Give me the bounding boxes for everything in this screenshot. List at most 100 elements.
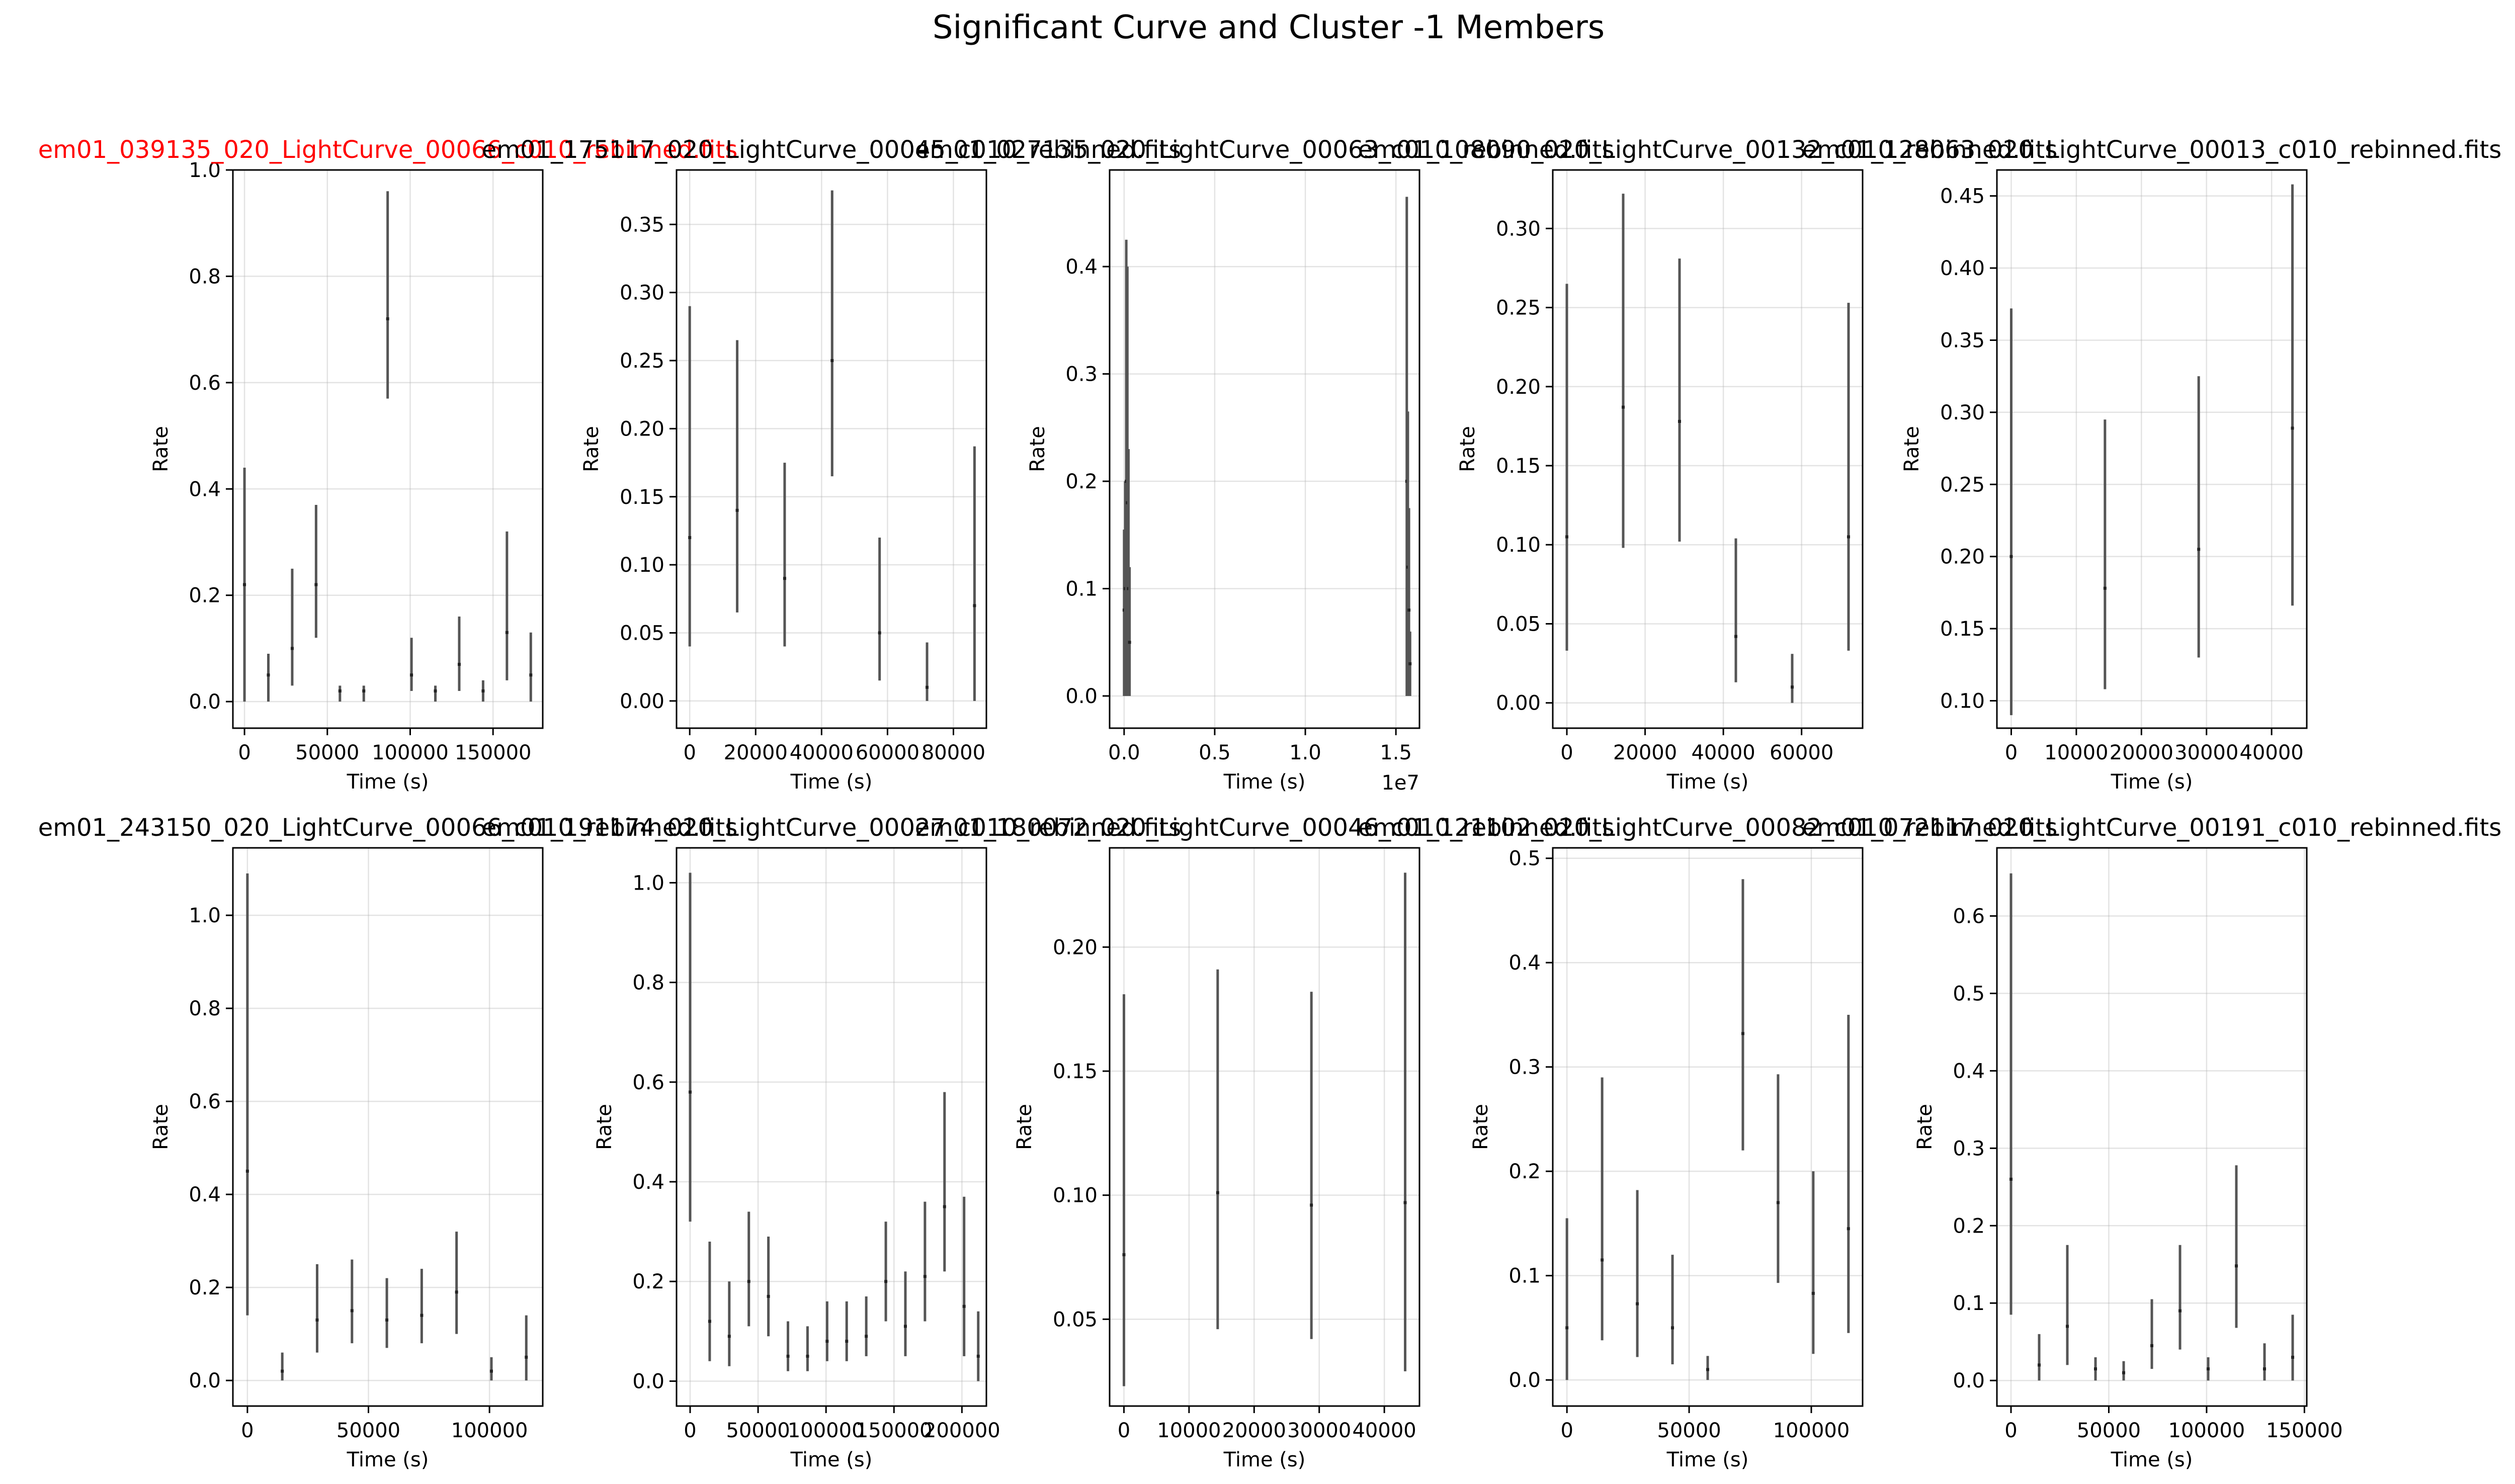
x-tick-label: 40000 xyxy=(1352,1419,1416,1442)
y-tick-label: 0.1 xyxy=(1953,1292,1985,1315)
y-tick-label: 0.4 xyxy=(632,1171,664,1194)
subplot-1: 0 50000 100000 150000 0.0 0.2 0.4 0.6 0.8 1.0 Time… xyxy=(38,136,738,794)
data-point xyxy=(1622,405,1625,409)
data-point xyxy=(2235,1264,2238,1268)
y-tick-label: 0.30 xyxy=(1496,217,1541,240)
y-axis-label: Rate xyxy=(1900,426,1923,472)
y-axis-label: Rate xyxy=(1456,426,1479,472)
axes-frame xyxy=(1996,847,2308,1407)
y-tick-label: 0.4 xyxy=(1065,255,1098,279)
y-tick-label: 0.20 xyxy=(1053,936,1098,959)
subplot-6: 0 50000 100000 0.0 0.2 0.4 0.6 0.8 1.0 Time (s) Ra… xyxy=(38,814,738,1471)
subplot-title: em01_108090_020_LightCurve_00132_c010_re… xyxy=(1358,136,2058,164)
data-point xyxy=(1122,1253,1126,1257)
data-point xyxy=(385,1318,389,1322)
y-tick-label: 1.0 xyxy=(189,904,221,927)
data-point xyxy=(767,1294,770,1298)
x-tick-label: 1.0 xyxy=(1289,741,1321,764)
subplot-10: 0 50000 100000 150000 0.0 0.1 0.2 0.3 0.4 0.5 0.6 T… xyxy=(1802,814,2502,1471)
y-tick-label: 0.3 xyxy=(1508,1056,1541,1079)
y-tick-label: 0.10 xyxy=(1053,1184,1098,1207)
y-tick-label: 0.6 xyxy=(189,1090,221,1113)
y-tick-label: 0.25 xyxy=(1496,297,1541,320)
data-point xyxy=(2197,548,2201,551)
y-tick-label: 0.4 xyxy=(1508,951,1541,975)
data-point xyxy=(2207,1367,2210,1371)
data-point xyxy=(973,604,976,607)
data-point xyxy=(1847,1227,1850,1231)
y-tick-label: 0.2 xyxy=(189,584,221,607)
x-tick-label: 100000 xyxy=(451,1419,528,1442)
data-point xyxy=(434,689,437,692)
data-point xyxy=(688,536,692,539)
y-tick-label: 0.35 xyxy=(1940,329,1985,352)
data-point xyxy=(1791,685,1794,689)
data-point xyxy=(903,1325,907,1328)
y-tick-label: 0.0 xyxy=(1953,1369,1985,1392)
y-tick-label: 0.2 xyxy=(1508,1160,1541,1183)
data-point xyxy=(2038,1363,2041,1367)
y-tick-label: 0.15 xyxy=(620,486,664,509)
data-point xyxy=(1601,1258,1604,1262)
y-tick-label: 0.15 xyxy=(1940,618,1985,641)
data-point xyxy=(362,689,366,692)
data-point xyxy=(1310,1203,1313,1207)
x-tick-label: 100000 xyxy=(2168,1419,2245,1442)
subplot-5: 0 10000 20000 30000 40000 0.10 0.15 0.20 0.25 0.3… xyxy=(1802,136,2502,794)
y-tick-label: 0.45 xyxy=(1940,185,1985,208)
subplot-2: 0 20000 40000 60000 80000 0.00 0.05 0.10 0.15 0.2… xyxy=(482,136,1182,794)
x-tick-label: 0.0 xyxy=(1108,741,1140,764)
data-point xyxy=(1128,641,1131,644)
axes-frame xyxy=(676,847,987,1407)
axes-frame xyxy=(1552,847,1864,1407)
data-point xyxy=(1403,1201,1407,1204)
data-point xyxy=(865,1335,868,1338)
data-point xyxy=(2178,1309,2182,1313)
data-point xyxy=(420,1314,424,1317)
subplot-8: 0 10000 20000 30000 400000.050.100.150.20Tim… xyxy=(915,814,1615,1471)
x-tick-label: 150000 xyxy=(2266,1419,2343,1442)
x-tick-label: 40000 xyxy=(2239,741,2303,764)
x-tick-label: 1.5 xyxy=(1380,741,1412,764)
data-point xyxy=(505,631,509,634)
data-point xyxy=(2291,426,2294,430)
subplot-9: 0 50000 100000 0.0 0.1 0.2 0.3 0.4 0.5 Time (s) Ra… xyxy=(1358,814,2058,1471)
data-point xyxy=(2066,1325,2069,1328)
x-tick-label: 0 xyxy=(2004,1419,2017,1442)
y-tick-label: 0.2 xyxy=(189,1276,221,1299)
x-tick-label: 60000 xyxy=(1770,741,1833,764)
x-tick-label: 10000 xyxy=(2044,741,2108,764)
y-tick-label: 0.30 xyxy=(620,282,664,305)
y-tick-label: 0.3 xyxy=(1065,363,1098,386)
y-tick-label: 0.20 xyxy=(1940,546,1985,569)
data-point xyxy=(806,1354,809,1358)
x-tick-label: 100000 xyxy=(788,1419,865,1442)
data-point xyxy=(2094,1367,2097,1371)
x-tick-label: 200000 xyxy=(924,1419,1000,1442)
x-tick-label: 0 xyxy=(1560,741,1573,764)
x-tick-label: 50000 xyxy=(726,1419,790,1442)
y-axis-label: Rate xyxy=(1013,1104,1036,1150)
y-tick-label: 0.1 xyxy=(1508,1265,1541,1288)
y-tick-label: 0.8 xyxy=(189,997,221,1020)
y-tick-label: 0.10 xyxy=(620,554,664,577)
y-tick-label: 0.6 xyxy=(1953,905,1985,928)
x-tick-label: 150000 xyxy=(856,1419,933,1442)
data-point xyxy=(923,1275,927,1278)
data-point xyxy=(884,1280,888,1283)
data-point xyxy=(2291,1356,2294,1359)
y-tick-label: 0.4 xyxy=(189,1183,221,1206)
data-point xyxy=(489,1369,493,1373)
y-tick-label: 0.2 xyxy=(1065,470,1098,493)
x-axis-label: Time (s) xyxy=(1223,770,1306,794)
x-tick-label: 0 xyxy=(1118,1419,1130,1442)
x-axis-label: Time (s) xyxy=(2111,1448,2193,1471)
y-tick-label: 0.2 xyxy=(632,1270,664,1293)
data-point xyxy=(1811,1291,1815,1295)
x-tick-label: 60000 xyxy=(856,741,919,764)
x-axis-label: Time (s) xyxy=(1666,1448,1749,1471)
y-tick-label: 0.25 xyxy=(620,350,664,373)
subplot-title: em01_243150_020_LightCurve_00066_c010_re… xyxy=(38,814,738,842)
y-axis-label: Rate xyxy=(593,1104,616,1150)
